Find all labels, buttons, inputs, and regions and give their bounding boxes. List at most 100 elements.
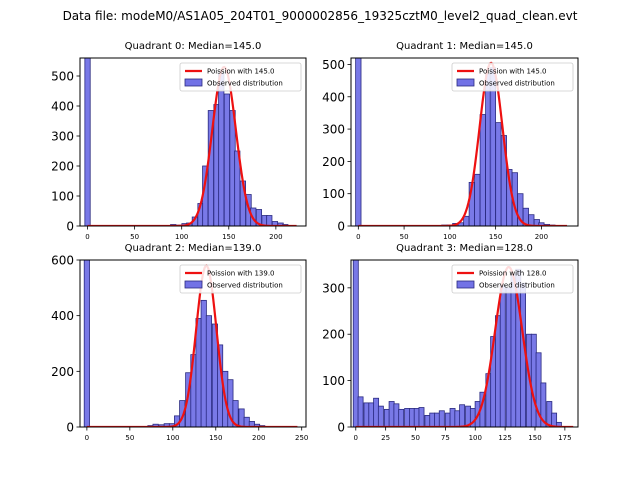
y-tick-label: 400 (51, 100, 74, 114)
histogram-bar (355, 58, 362, 226)
y-tick-label: 200 (51, 365, 74, 379)
histogram-bar (377, 405, 384, 427)
histogram-bar (463, 215, 470, 226)
histogram-bar (424, 415, 431, 427)
x-tick-label: 200 (269, 233, 282, 241)
y-tick-label: 400 (322, 90, 345, 104)
histogram-bar (408, 408, 415, 427)
poisson-curve (86, 264, 298, 427)
y-tick-label: 100 (51, 190, 74, 204)
axes-frame (79, 259, 307, 428)
x-tick-label: 0 (85, 233, 89, 241)
y-tick-label: 200 (51, 160, 74, 174)
y-tick-label: 400 (51, 309, 74, 323)
y-tick-label: 500 (322, 58, 345, 72)
x-tick-label: 100 (469, 434, 482, 442)
x-tick-label: 100 (175, 233, 188, 241)
x-tick-label: 25 (381, 434, 390, 442)
y-tick-label: 0 (337, 421, 345, 435)
histogram-bar (555, 421, 562, 427)
legend-observed-swatch (456, 78, 475, 87)
histogram-bar (429, 412, 436, 427)
y-tick-label: 300 (322, 123, 345, 137)
histogram-bar (495, 315, 501, 427)
legend-box (451, 62, 574, 92)
legend-poisson-label: Poission with 145.0 (479, 68, 547, 76)
x-tick-label: 200 (535, 233, 548, 241)
histogram-bar (83, 260, 90, 427)
histogram-bar (368, 402, 375, 427)
histogram-bar (499, 285, 506, 427)
x-tick-label: 50 (400, 233, 409, 241)
legend: Poission with 145.0 Observed distribution (179, 62, 302, 92)
histogram-bar (363, 402, 370, 427)
histogram-bar (383, 408, 390, 427)
histogram-bar (459, 404, 466, 427)
subplot-title: Quadrant 2: Median=139.0 (125, 243, 262, 254)
subplot-quadrant-0: Quadrant 0: Median=145.0 0 50 100 150 200 0 100… (51, 41, 307, 241)
x-tick-label: 0 (85, 434, 89, 442)
x-tick-label: 200 (252, 434, 265, 442)
x-tick-label: 125 (498, 434, 511, 442)
histogram-bar (479, 114, 486, 226)
histogram-bar (418, 407, 425, 427)
y-tick-label: 200 (322, 155, 345, 169)
histogram-bar (449, 408, 456, 427)
histogram-bar (495, 122, 502, 226)
legend-observed-label: Observed distribution (479, 80, 555, 88)
legend-observed-label: Observed distribution (207, 282, 283, 290)
x-tick-label: 100 (166, 434, 179, 442)
y-tick-label: 500 (51, 70, 74, 84)
y-tick-label: 100 (322, 374, 345, 388)
subplot-grid: Quadrant 0: Median=145.0 0 50 100 150 200 0 100… (51, 41, 579, 442)
axes-frame (350, 57, 579, 227)
y-tick-label: 0 (66, 421, 74, 435)
y-tick-label: 300 (51, 130, 74, 144)
x-tick-label: 250 (295, 434, 308, 442)
poisson-curve (355, 265, 574, 427)
subplot-title: Quadrant 1: Median=145.0 (396, 41, 533, 52)
legend-observed-swatch (456, 280, 475, 289)
legend-box (179, 62, 302, 92)
legend: Poission with 128.0 Observed distribution (451, 264, 574, 294)
poisson-curve (87, 65, 297, 226)
histogram-bar (398, 408, 405, 427)
x-tick-label: 150 (489, 233, 502, 241)
axes-frame (79, 57, 307, 227)
legend-poisson-label: Poission with 128.0 (479, 270, 547, 278)
x-tick-label: 0 (354, 434, 358, 442)
histogram-bar (474, 173, 481, 226)
histogram-bar (84, 58, 91, 226)
x-tick-label: 0 (356, 233, 360, 241)
y-tick-label: 0 (66, 220, 74, 234)
legend-box (179, 264, 302, 294)
legend-observed-swatch (184, 78, 203, 87)
y-tick-label: 100 (322, 187, 345, 201)
histogram-bar (195, 318, 202, 427)
histogram-bar (444, 412, 451, 427)
histogram-bar (434, 412, 440, 427)
legend: Poission with 139.0 Observed distribution (179, 264, 302, 294)
legend-observed-label: Observed distribution (207, 80, 283, 88)
histogram-bar (510, 273, 517, 427)
y-tick-label: 600 (51, 254, 74, 268)
y-tick-label: 200 (322, 328, 345, 342)
histogram-bar (438, 410, 445, 427)
histogram-bar (152, 423, 159, 427)
histogram-bar (200, 299, 207, 427)
histogram-bar (505, 287, 512, 427)
legend-observed-swatch (184, 280, 203, 289)
histogram-bar (352, 260, 359, 427)
histogram-bar (388, 401, 395, 427)
x-tick-label: 100 (443, 233, 456, 241)
histogram-bar (454, 410, 461, 427)
subplot-quadrant-1: Quadrant 1: Median=145.0 0 50 100 150 200 0 100… (322, 41, 579, 241)
x-tick-label: 50 (411, 434, 420, 442)
figure-suptitle: Data file: modeM0/AS1A05_204T01_90000028… (63, 9, 578, 23)
histogram-bar (357, 396, 364, 427)
histogram-bar (393, 403, 400, 427)
histogram-bar (243, 416, 250, 427)
histogram-bar (266, 215, 273, 226)
legend-observed-label: Observed distribution (479, 282, 555, 290)
